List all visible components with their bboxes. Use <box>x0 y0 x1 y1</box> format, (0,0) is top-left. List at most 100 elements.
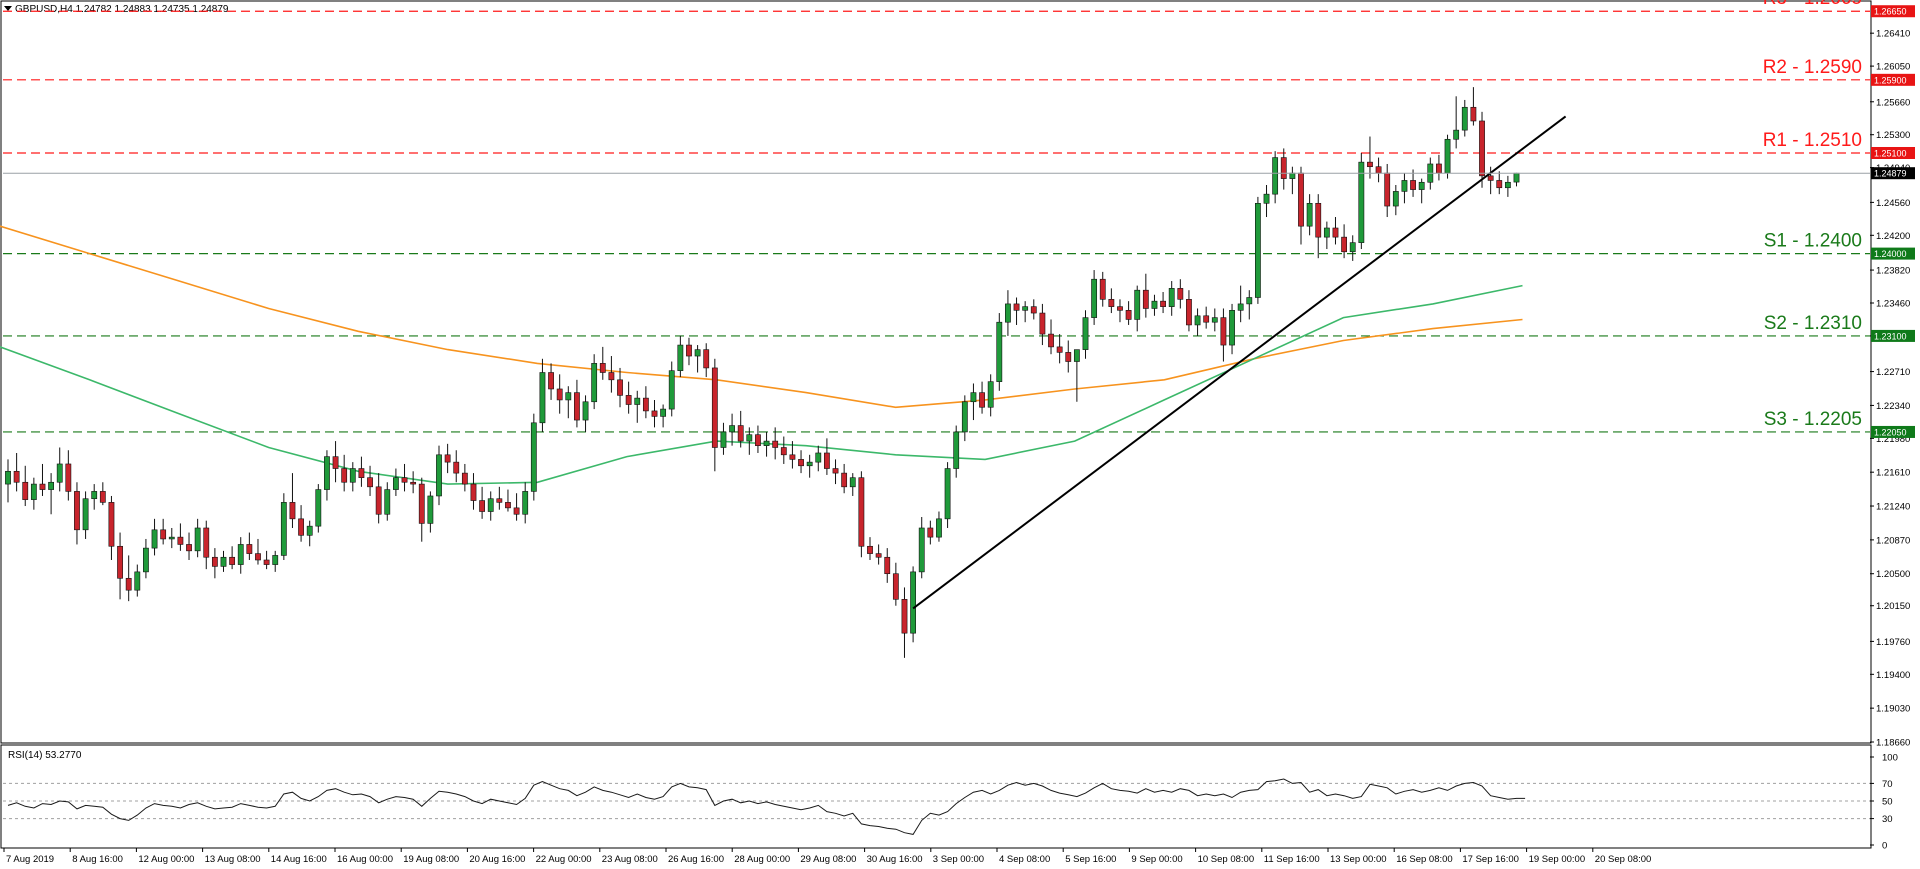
candle-body <box>65 463 72 492</box>
candle-body <box>1030 306 1037 314</box>
candle-body <box>461 472 468 485</box>
candle-body <box>56 463 63 483</box>
candle-body <box>1048 333 1054 348</box>
candle-body <box>780 447 787 456</box>
candle-body <box>677 344 684 371</box>
level-tag-r1 <box>1871 146 1915 159</box>
candle-body <box>324 456 330 490</box>
candle-body <box>1410 180 1416 190</box>
candle-body <box>625 395 632 405</box>
candle-body <box>1341 236 1347 253</box>
time-tick-label: 3 Sep 00:00 <box>933 854 984 865</box>
candle-body <box>1436 163 1442 174</box>
candle-body <box>1367 161 1373 168</box>
price-tick-label: 1.24200 <box>1876 231 1910 242</box>
candle-body <box>582 401 589 421</box>
ma-slow-line <box>0 225 1523 409</box>
rsi-tick-label: 70 <box>1882 779 1893 790</box>
level-tag-r3 <box>1871 5 1915 18</box>
candle-body <box>686 344 692 357</box>
candle-body <box>1272 157 1279 195</box>
candle-body <box>1099 278 1106 300</box>
time-tick-label: 17 Sep 16:00 <box>1462 854 1519 865</box>
candle-body <box>453 461 460 474</box>
candle-body <box>99 491 106 503</box>
candle-body <box>987 381 994 408</box>
time-tick-label: 30 Aug 16:00 <box>867 854 923 865</box>
candle-body <box>1142 289 1149 309</box>
candle-body <box>927 527 934 538</box>
candle-body <box>892 573 899 600</box>
candle-body <box>487 498 494 512</box>
triangle-down-icon[interactable] <box>4 6 12 11</box>
time-tick-label: 19 Sep 00:00 <box>1529 854 1586 865</box>
candle-body <box>1479 120 1485 177</box>
candle-body <box>711 367 718 448</box>
current-price-label: 1.24879 <box>1874 169 1907 179</box>
candle-body <box>1229 310 1235 346</box>
candle-body <box>1444 138 1451 174</box>
rsi-line <box>7 778 1526 835</box>
candle-body <box>608 372 615 381</box>
candle-body <box>1211 317 1218 323</box>
candle-body <box>1487 175 1494 181</box>
candle-body <box>470 483 477 501</box>
candle-body <box>1306 202 1313 227</box>
candle-body <box>755 434 761 446</box>
candle-body <box>1168 288 1175 307</box>
candle-body <box>815 452 822 463</box>
candle-body <box>1005 303 1011 323</box>
time-tick-label: 7 Aug 2019 <box>6 854 54 865</box>
candle-body <box>74 491 80 531</box>
candle-body <box>1418 181 1425 190</box>
level-tag-s3 <box>1871 425 1915 438</box>
candle-body <box>867 545 873 554</box>
candle-body <box>1384 172 1391 207</box>
time-axis: 7 Aug 2019 8 Aug 16:00 12 Aug 00:00 13 Aug … <box>3 848 1651 865</box>
candle-body <box>1013 303 1020 311</box>
candle-body <box>1496 180 1503 189</box>
candle-body <box>936 518 942 538</box>
candle-body <box>1504 181 1511 189</box>
candle-body <box>668 370 675 410</box>
price-tick-label: 1.19760 <box>1876 637 1910 648</box>
candle-body <box>341 468 348 483</box>
ma-fast-line <box>0 284 1523 485</box>
price-tick-label: 1.20500 <box>1876 569 1910 580</box>
candle-body <box>1134 289 1141 320</box>
candle-body <box>729 425 735 433</box>
rsi-tick-label: 100 <box>1882 753 1898 764</box>
candle-body <box>220 556 227 567</box>
time-tick-label: 10 Sep 08:00 <box>1198 854 1255 865</box>
candle-body <box>143 547 149 573</box>
candle-body <box>48 481 54 490</box>
candle-body <box>539 372 546 424</box>
candle-body <box>522 491 529 515</box>
candle-body <box>298 518 304 536</box>
price-tick-label: 1.22710 <box>1876 367 1910 378</box>
price-tick-label: 1.21980 <box>1876 434 1910 445</box>
level-tag-label-s1: 1.24000 <box>1874 249 1907 259</box>
candle-body <box>1323 227 1330 238</box>
candle-body <box>798 459 804 467</box>
candle-body <box>694 349 701 357</box>
candle-body <box>1255 202 1261 298</box>
candle-body <box>229 556 236 565</box>
candle-body <box>746 434 753 442</box>
price-tick-label: 1.26050 <box>1876 62 1910 73</box>
time-tick-label: 13 Aug 08:00 <box>205 854 261 865</box>
candle-body <box>1177 288 1184 300</box>
candle-body <box>1453 129 1460 140</box>
price-tick-label: 1.25660 <box>1876 97 1910 108</box>
candle-body <box>530 422 537 492</box>
candle-body <box>436 454 442 497</box>
time-tick-label: 19 Aug 08:00 <box>403 854 459 865</box>
candle-body <box>1280 157 1287 179</box>
candle-body <box>556 388 563 401</box>
candle-body <box>82 498 89 531</box>
candle-body <box>30 483 37 500</box>
price-tick-label: 1.23820 <box>1876 266 1910 277</box>
current-price-tag <box>1871 167 1915 180</box>
time-tick-label: 20 Aug 16:00 <box>469 854 525 865</box>
candle-body <box>375 486 382 515</box>
